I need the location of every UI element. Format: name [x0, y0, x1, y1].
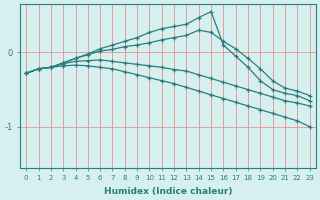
X-axis label: Humidex (Indice chaleur): Humidex (Indice chaleur) — [104, 187, 232, 196]
